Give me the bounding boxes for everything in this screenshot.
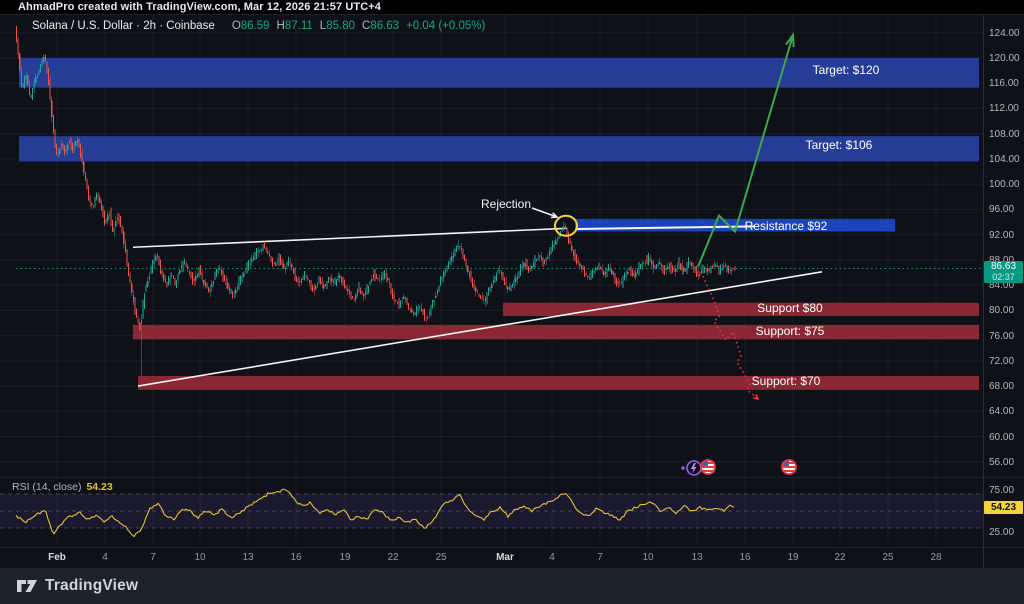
zone-support-80[interactable] (503, 302, 979, 317)
lightning-bolt-icon (690, 463, 697, 474)
time-tick-25: 25 (882, 552, 894, 563)
time-tick-10: 10 (194, 552, 206, 563)
time-axis-separator (0, 547, 1024, 548)
time-tick-7: 7 (150, 552, 156, 563)
time-tick-feb: Feb (48, 552, 66, 563)
price-tick: 108.00 (989, 128, 1020, 140)
tradingview-wordmark: TradingView (45, 577, 139, 594)
rejection-arrowhead (550, 212, 559, 219)
bearish-arrowhead (753, 394, 760, 401)
price-tick: 88.00 (989, 255, 1014, 266)
rsi-tick: 25.00 (989, 527, 1015, 539)
price-tick: 96.00 (989, 204, 1015, 216)
last-price-value: 86.63 (990, 261, 1017, 272)
time-tick-7: 7 (597, 552, 603, 563)
zone-target-106[interactable] (19, 136, 979, 162)
rsi-value: 54.23 (86, 481, 113, 493)
price-tick: 92.00 (989, 229, 1015, 241)
candlestick-series[interactable] (16, 25, 736, 378)
rsi-value-badge: 54.23 (984, 501, 1023, 514)
price-tick: 64.00 (989, 406, 1015, 418)
price-tick: 80.00 (989, 305, 1015, 317)
bottom-toolbar: TradingView (0, 568, 1024, 604)
upper-trendline[interactable] (132, 227, 568, 249)
price-tick: 104.00 (989, 153, 1020, 165)
lower-trendline[interactable] (137, 271, 823, 387)
price-axis[interactable] (983, 15, 1024, 568)
time-tick-19: 19 (787, 552, 799, 563)
time-tick-13: 13 (242, 552, 254, 563)
price-tick: 124.00 (989, 27, 1020, 39)
price-tick: 112.00 (989, 103, 1019, 115)
us-flag-event-icon[interactable] (781, 459, 797, 475)
time-tick-22: 22 (834, 552, 846, 563)
credit-text: AhmadPro created with TradingView.com, M… (18, 1, 382, 13)
symbol-title[interactable]: Solana / U.S. Dollar · 2h · Coinbase (32, 20, 215, 32)
rejection-annotation-label[interactable]: Rejection (481, 197, 532, 211)
price-tick: 116.00 (989, 78, 1019, 90)
bullish-arrowhead (785, 32, 795, 48)
price-tick: 76.00 (989, 330, 1015, 342)
zone-target-120[interactable] (19, 57, 979, 88)
time-tick-16: 16 (739, 552, 751, 563)
time-tick-25: 25 (435, 552, 447, 563)
credit-bar: AhmadPro created with TradingView.com, M… (0, 0, 1024, 15)
time-tick-22: 22 (387, 552, 399, 563)
time-tick-19: 19 (339, 552, 351, 563)
time-tick-16: 16 (290, 552, 302, 563)
last-price-badge: 86.63 02:37 (984, 261, 1023, 283)
price-tick: 100.00 (989, 179, 1020, 191)
zone-support-75[interactable] (133, 324, 979, 340)
time-tick-10: 10 (642, 552, 654, 563)
rejection-arrow[interactable] (531, 207, 558, 218)
tradingview-logo-icon (17, 580, 37, 592)
price-tick: 84.00 (989, 280, 1015, 292)
time-tick-13: 13 (691, 552, 703, 563)
tradingview-logo[interactable]: TradingView (16, 576, 138, 596)
time-tick-4: 4 (549, 552, 555, 563)
rsi-tick: 75.00 (989, 484, 1015, 496)
us-flag-event-icon[interactable] (700, 459, 716, 475)
resistance-inner-line[interactable] (576, 225, 756, 230)
time-tick-4: 4 (102, 552, 108, 563)
rsi-line[interactable] (15, 488, 735, 538)
price-tick: 56.00 (989, 456, 1015, 468)
rejection-circle[interactable] (554, 214, 578, 237)
candle-countdown: 02:37 (992, 272, 1015, 282)
bullish-projection-line[interactable] (697, 34, 794, 268)
price-tick: 68.00 (989, 381, 1015, 393)
price-tick: 72.00 (989, 355, 1015, 367)
price-tick: 120.00 (989, 52, 1020, 64)
rsi-title: RSI (14, close) (12, 481, 82, 493)
zone-support-70[interactable] (138, 375, 979, 390)
time-tick-mar: Mar (496, 552, 514, 563)
rsi-indicator-label[interactable]: RSI (14, close) 54.23 (12, 481, 113, 493)
price-tick: 60.00 (989, 431, 1015, 443)
time-tick-28: 28 (930, 552, 942, 563)
event-diamond-icon (680, 465, 686, 471)
